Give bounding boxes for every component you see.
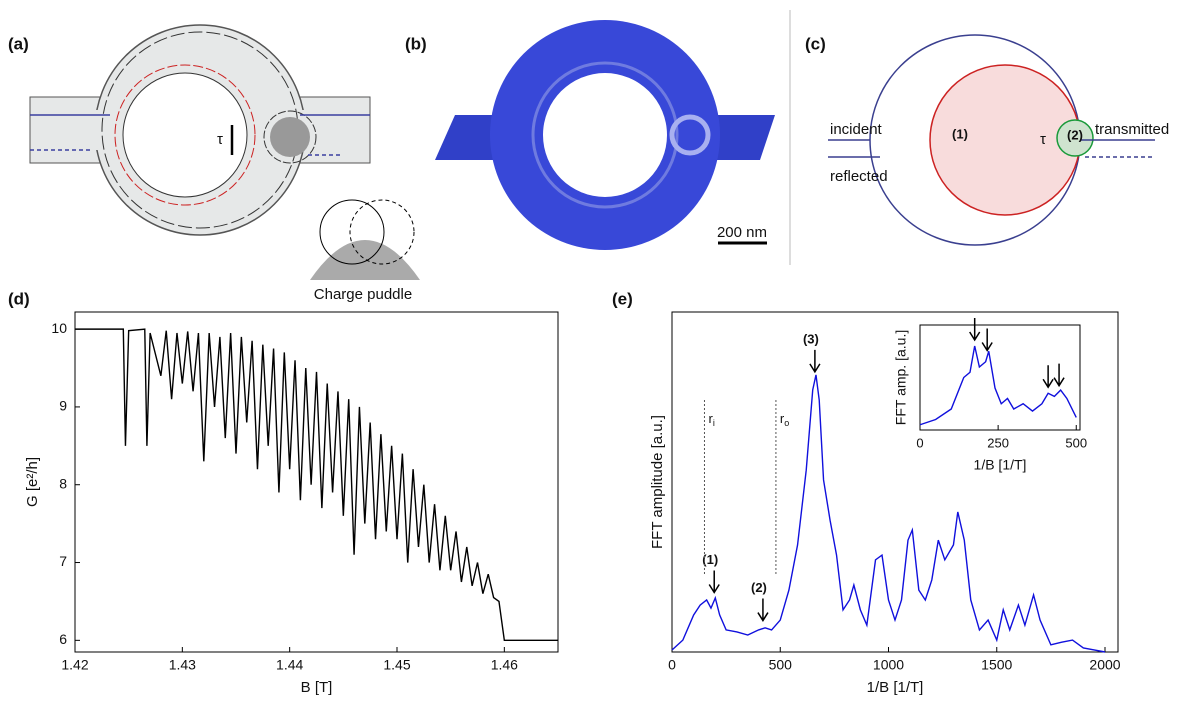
data-line	[75, 328, 558, 642]
x-tick-label: 1.42	[61, 657, 88, 673]
reference-sub: o	[784, 418, 789, 428]
arrow	[708, 570, 720, 594]
x-tick-label: 1.45	[383, 657, 410, 673]
reference-name: r	[780, 411, 785, 426]
arrow	[757, 598, 769, 622]
arrow	[1042, 365, 1054, 389]
reflected-label: reflected	[830, 168, 888, 185]
x-tick-label: 1.46	[491, 657, 518, 673]
y-tick-label: 6	[59, 631, 67, 647]
panel-label: (c)	[805, 34, 826, 53]
diagram-b	[435, 20, 775, 250]
y-tick-label: 8	[59, 475, 67, 491]
arrow	[981, 328, 993, 352]
annotation: (1)	[702, 552, 718, 567]
reference-sub: i	[713, 418, 715, 428]
y-tick-label: 10	[51, 320, 67, 336]
x-tick-label: 1.43	[169, 657, 196, 673]
scale-bar-label: 200 nm	[717, 224, 767, 241]
reference-label: ri	[708, 411, 714, 428]
incident-label: incident	[830, 121, 883, 138]
plot-frame	[74, 311, 559, 653]
caption: Charge puddle	[314, 286, 412, 303]
x-axis-label: 1/B [1/T]	[867, 679, 924, 696]
y-axis-label: FFT amplitude [a.u.]	[649, 415, 666, 549]
arrow	[1053, 363, 1065, 388]
x-tick-label: 2000	[1089, 657, 1120, 673]
reference-label: ro	[780, 411, 789, 428]
y-axis-label: FFT amp. [a.u.]	[893, 330, 909, 425]
region-label: (2)	[1067, 127, 1083, 142]
x-tick-label: 1000	[873, 657, 904, 673]
x-tick-label: 1.44	[276, 657, 303, 673]
arrow	[809, 349, 821, 374]
diagram-c	[828, 34, 1155, 246]
x-tick-label: 0	[916, 435, 923, 450]
arrow	[969, 318, 981, 342]
panel-label: (a)	[8, 34, 29, 53]
x-tick-label: 250	[987, 435, 1009, 450]
annotation: (2)	[751, 580, 767, 595]
panel-label: (b)	[405, 34, 427, 53]
transmitted-label: transmitted	[1095, 121, 1169, 138]
panel-label: (d)	[8, 289, 30, 308]
y-axis-label: G [e²/h]	[24, 457, 41, 507]
x-axis-label: 1/B [1/T]	[974, 457, 1027, 473]
region-label: (1)	[952, 126, 968, 141]
annotation: (3)	[803, 331, 819, 346]
tau-label: τ	[1040, 131, 1046, 148]
x-axis-label: B [T]	[301, 679, 333, 696]
panel-label: (e)	[612, 289, 633, 308]
x-tick-label: 500	[1065, 435, 1087, 450]
x-tick-label: 500	[769, 657, 793, 673]
data-line	[919, 345, 1077, 426]
x-tick-label: 1500	[981, 657, 1012, 673]
data-line	[671, 374, 1106, 653]
y-tick-label: 9	[59, 398, 67, 414]
tau-label: τ	[217, 131, 223, 148]
x-tick-label: 0	[668, 657, 676, 673]
y-tick-label: 7	[59, 553, 67, 569]
diagram-a	[29, 24, 420, 280]
reference-name: r	[708, 411, 713, 426]
